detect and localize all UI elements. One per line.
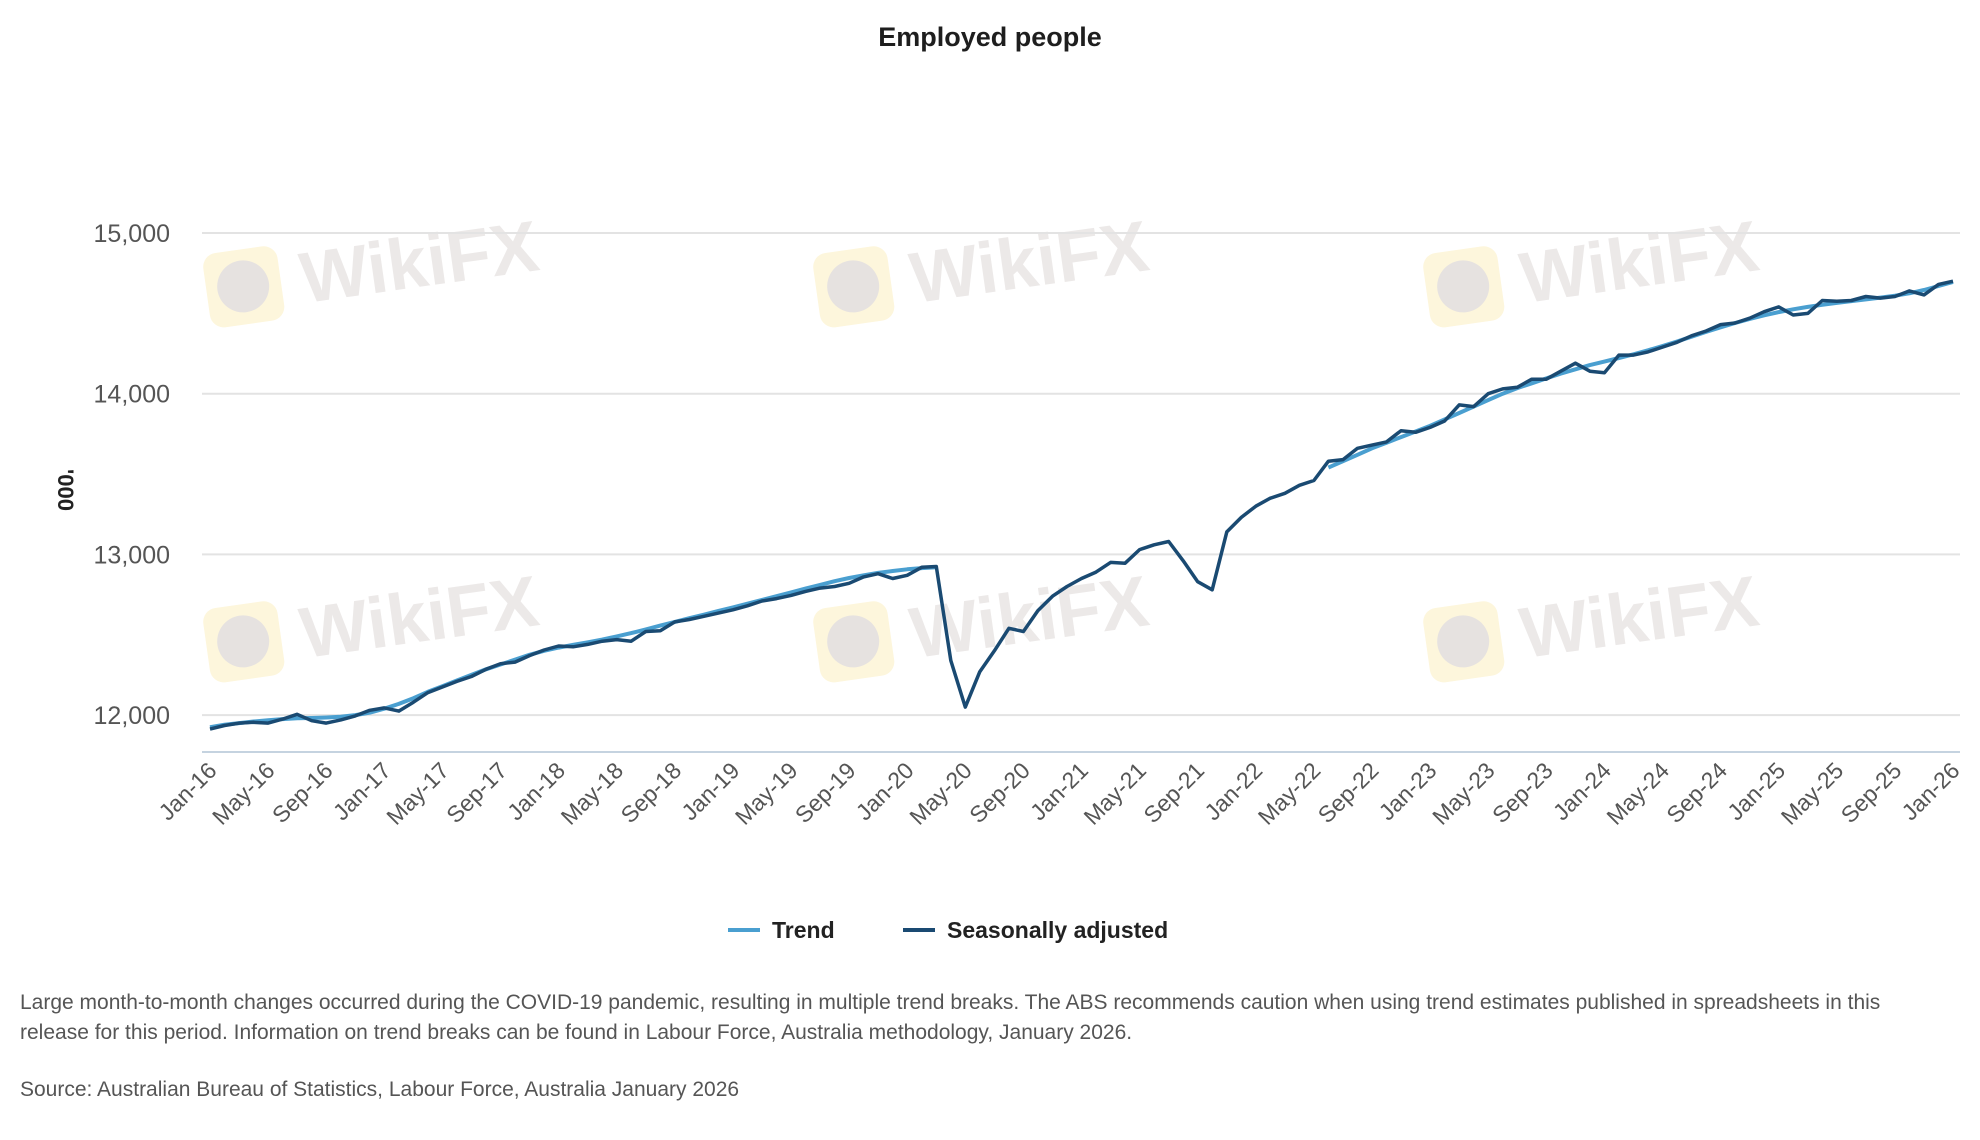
x-tick-label: May-16 bbox=[207, 757, 280, 830]
svg-text:WikiFX: WikiFX bbox=[905, 561, 1153, 674]
x-tick-label: May-22 bbox=[1253, 757, 1326, 830]
x-tick-label: May-17 bbox=[381, 757, 454, 830]
legend-label-trend: Trend bbox=[772, 916, 835, 943]
x-tick-label: Sep-16 bbox=[267, 757, 338, 828]
y-tick-label: 14,000 bbox=[94, 381, 170, 409]
x-tick-label: Sep-24 bbox=[1661, 757, 1732, 828]
trend-series-line bbox=[209, 280, 1954, 730]
wikifx-watermark-icon: WikiFX bbox=[203, 206, 543, 328]
wikifx-watermark-icon: WikiFX bbox=[813, 206, 1153, 328]
x-tick-label: Sep-21 bbox=[1138, 757, 1209, 828]
x-tick-label: Sep-20 bbox=[964, 757, 1035, 828]
x-tick-label: May-21 bbox=[1079, 757, 1152, 830]
trend-swatch-icon bbox=[728, 928, 760, 932]
legend-item-seasonally-adjusted[interactable]: Seasonally adjusted bbox=[903, 917, 1168, 944]
x-tick-label: May-23 bbox=[1427, 757, 1500, 830]
y-tick-label: 15,000 bbox=[94, 220, 170, 248]
x-tick-label: Sep-19 bbox=[790, 757, 861, 828]
chart-title: Employed people bbox=[878, 22, 1102, 52]
x-tick-label: Sep-25 bbox=[1836, 757, 1907, 828]
wikifx-watermark-icon: WikiFX bbox=[1423, 206, 1763, 328]
y-axis-label: '000 bbox=[53, 469, 78, 511]
x-tick-label: May-25 bbox=[1776, 757, 1849, 830]
x-tick-label: May-18 bbox=[556, 757, 629, 830]
y-axis-ticks: 12,000 13,000 14,000 15,000 bbox=[94, 220, 170, 730]
svg-text:WikiFX: WikiFX bbox=[1515, 561, 1763, 674]
x-tick-label: May-24 bbox=[1601, 757, 1674, 830]
svg-text:WikiFX: WikiFX bbox=[295, 561, 543, 674]
source-citation: Source: Australian Bureau of Statistics,… bbox=[20, 1078, 740, 1101]
x-tick-label: May-20 bbox=[904, 757, 977, 830]
legend-label-seasonally-adjusted: Seasonally adjusted bbox=[947, 916, 1169, 943]
x-tick-label: Jan-26 bbox=[1896, 757, 1964, 825]
wikifx-watermark-icon: WikiFX bbox=[1423, 561, 1763, 683]
svg-text:WikiFX: WikiFX bbox=[1515, 206, 1763, 319]
wikifx-watermark-icon: WikiFX bbox=[813, 561, 1153, 683]
seasonally-adjusted-series-line bbox=[209, 279, 1954, 731]
x-tick-label: Sep-23 bbox=[1487, 757, 1558, 828]
gridlines bbox=[202, 232, 1960, 717]
seasonally-adjusted-swatch-icon bbox=[903, 928, 935, 932]
line-chart: WikiFXWikiFXWikiFXWikiFXWikiFXWikiFXWiki… bbox=[53, 206, 1965, 830]
footnote: Large month-to-month changes occurred du… bbox=[20, 991, 1881, 1044]
x-tick-label: Sep-17 bbox=[441, 757, 512, 828]
svg-text:WikiFX: WikiFX bbox=[295, 206, 543, 319]
x-tick-label: Sep-22 bbox=[1313, 757, 1384, 828]
legend-item-trend[interactable]: Trend bbox=[728, 917, 835, 944]
x-tick-label: May-19 bbox=[730, 757, 803, 830]
y-tick-label: 12,000 bbox=[94, 702, 170, 730]
x-axis-ticks: Jan-16May-16Sep-16Jan-17May-17Sep-17Jan-… bbox=[153, 757, 1964, 830]
x-tick-label: Sep-18 bbox=[616, 757, 687, 828]
y-tick-label: 13,000 bbox=[94, 541, 170, 569]
svg-text:WikiFX: WikiFX bbox=[905, 206, 1153, 319]
